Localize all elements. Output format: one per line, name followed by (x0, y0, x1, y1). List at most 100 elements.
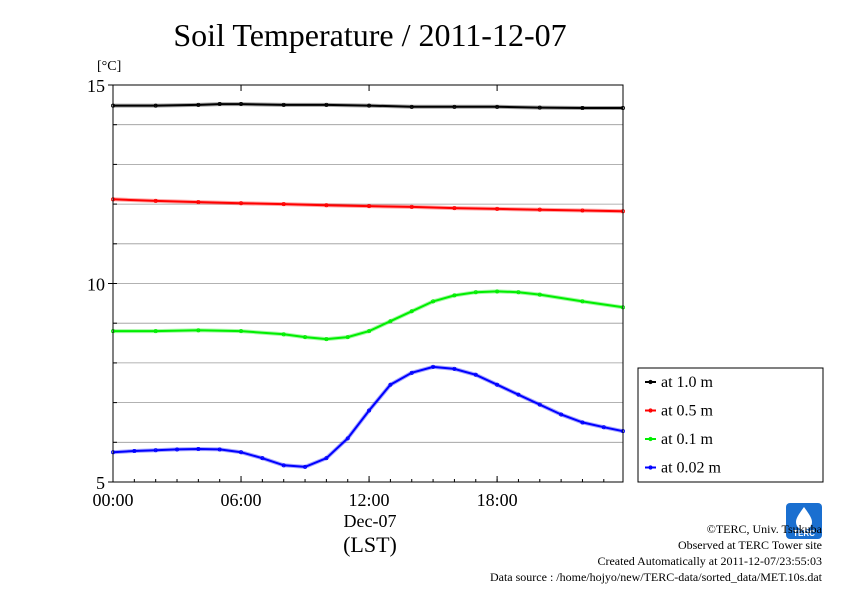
data-point (175, 447, 180, 452)
data-point (345, 335, 350, 340)
y-ticks: 5 10 15 (87, 76, 117, 493)
data-point (537, 105, 542, 110)
data-point (409, 370, 414, 375)
legend-marker (648, 436, 653, 442)
data-point (367, 408, 372, 413)
data-point (281, 202, 286, 207)
data-point (495, 382, 500, 387)
data-point (324, 456, 329, 461)
data-point (281, 332, 286, 337)
y-axis-label: [°C] (97, 59, 121, 74)
logo-text: TERC (793, 529, 815, 538)
x-axis-label: (LST) (343, 532, 397, 557)
data-point (303, 464, 308, 469)
data-point (516, 290, 521, 295)
data-point (153, 448, 158, 453)
data-point (345, 436, 350, 441)
grid (113, 124, 623, 443)
data-point (537, 292, 542, 297)
series-at-0-02-m (111, 364, 626, 469)
data-point (324, 337, 329, 342)
data-point (239, 102, 244, 107)
x-tick-label: 12:00 (349, 490, 390, 510)
footer-source: Data source : /home/hojyo/new/TERC-data/… (489, 570, 822, 584)
data-point (239, 329, 244, 334)
series-halo (112, 364, 624, 469)
x-tick-label: 00:00 (92, 490, 133, 510)
data-point (409, 309, 414, 314)
footer-created: Created Automatically at 2011-12-07/23:5… (597, 554, 822, 568)
series-line (113, 103, 623, 109)
legend-label: at 0.1 m (661, 431, 714, 448)
data-point (132, 449, 137, 454)
data-point (452, 366, 457, 371)
data-point (580, 420, 585, 425)
data-point (537, 402, 542, 407)
data-point (153, 103, 158, 108)
data-point (388, 382, 393, 387)
y-tick-label: 5 (96, 473, 105, 493)
legend-marker (648, 465, 653, 470)
data-point (495, 104, 500, 109)
data-point (495, 289, 500, 294)
data-point (239, 201, 244, 206)
data-point (153, 329, 158, 334)
data-point (559, 412, 564, 417)
data-point (196, 447, 201, 452)
data-point (217, 447, 222, 452)
data-point (452, 293, 457, 298)
data-point (281, 102, 286, 107)
legend-box (637, 367, 824, 483)
data-point (324, 102, 329, 107)
data-point (388, 319, 393, 324)
data-point (281, 463, 286, 468)
data-point (473, 290, 478, 295)
data-point (196, 328, 201, 333)
data-point (537, 207, 542, 212)
legend-label: at 0.02 m (661, 460, 722, 477)
legend-marker (648, 379, 653, 385)
legend-label: at 0.5 m (661, 403, 714, 420)
data-point (367, 204, 372, 209)
x-tick-label: 18:00 (477, 490, 518, 510)
series-at-0-1-m (111, 289, 626, 342)
data-point (601, 425, 606, 430)
y-tick-label: 15 (87, 76, 105, 96)
data-point (431, 299, 436, 304)
x-tick-label: 06:00 (221, 490, 262, 510)
data-point (580, 299, 585, 304)
data-point (431, 364, 436, 369)
legend: at 1.0 m at 0.5 m at 0.1 m at 0.02 m (637, 367, 824, 483)
chart-title: Soil Temperature / 2011-12-07 (173, 17, 566, 53)
data-point (580, 208, 585, 213)
data-point (452, 104, 457, 109)
series-at-0-5-m (111, 197, 626, 214)
data-point (409, 204, 414, 209)
series-at-1-0-m (111, 102, 626, 111)
date-label: Dec-07 (344, 511, 397, 531)
footer-observed: Observed at TERC Tower site (677, 538, 822, 552)
data-point (367, 103, 372, 108)
data-point (303, 335, 308, 340)
data-point (217, 102, 222, 107)
droplet-icon (796, 507, 812, 530)
data-point (196, 102, 201, 107)
data-point (196, 200, 201, 205)
footer-copyright: ©TERC, Univ. Tsukuba (706, 522, 822, 536)
data-point (239, 450, 244, 455)
data-point (260, 456, 265, 461)
data-point (452, 206, 457, 211)
x-ticks: 00:00 06:00 12:00 18:00 (92, 85, 605, 510)
terc-logo: TERC (786, 503, 822, 539)
data-point (580, 106, 585, 111)
data-point (516, 392, 521, 397)
legend-label: at 1.0 m (661, 374, 714, 391)
data-point (324, 203, 329, 208)
y-tick-label: 10 (87, 275, 105, 295)
series-layer (111, 102, 626, 469)
data-point (153, 198, 158, 203)
data-point (495, 206, 500, 211)
data-point (473, 372, 478, 377)
series-line (113, 290, 624, 341)
